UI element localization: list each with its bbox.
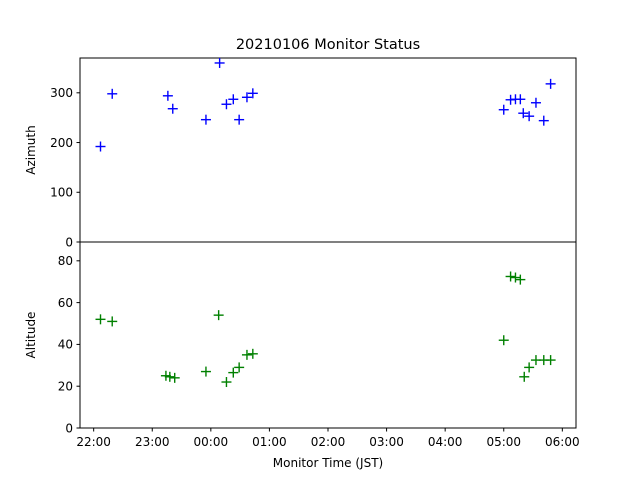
x-tick-label: 04:00 (428, 435, 463, 449)
data-point (200, 366, 211, 377)
y-axis-title: Altitude (24, 312, 38, 359)
y-tick-label: 300 (50, 86, 73, 100)
data-point (498, 335, 509, 346)
azimuth-panel: 0 100 200 300 Azimuth (24, 57, 577, 249)
x-tick-label: 01:00 (252, 435, 287, 449)
x-tick-label: 00:00 (194, 435, 229, 449)
data-point (510, 272, 521, 283)
data-point (95, 141, 106, 152)
data-point (545, 78, 556, 89)
data-point (515, 94, 526, 105)
y-tick-label: 60 (58, 296, 73, 310)
y-tick-label: 0 (65, 421, 73, 435)
data-point (524, 111, 535, 122)
plot-frame (79, 57, 577, 243)
data-point (538, 115, 549, 126)
x-tick-label: 05:00 (486, 435, 521, 449)
data-point (524, 362, 535, 373)
data-point (241, 349, 252, 360)
data-point (498, 104, 509, 115)
data-point (247, 88, 258, 99)
x-tick-label: 22:00 (76, 435, 111, 449)
data-point (247, 348, 258, 359)
data-point (169, 372, 180, 383)
data-point (234, 114, 245, 125)
data-point (221, 99, 232, 110)
plot-frame (79, 241, 577, 429)
data-point (200, 114, 211, 125)
y-tick-label: 0 (65, 235, 73, 249)
data-point (164, 371, 175, 382)
y-tick-label: 80 (58, 254, 73, 268)
data-point (167, 103, 178, 114)
data-point (519, 371, 530, 382)
y-tick-label: 200 (50, 136, 73, 150)
x-tick-label: 03:00 (369, 435, 404, 449)
y-tick-label: 40 (58, 338, 73, 352)
data-point (213, 310, 224, 321)
data-point (95, 314, 106, 325)
y-tick-label: 100 (50, 186, 73, 200)
data-point (505, 271, 516, 282)
x-tick-label: 23:00 (135, 435, 170, 449)
data-point (545, 355, 556, 366)
data-point (162, 90, 173, 101)
y-axis-title: Azimuth (24, 125, 38, 174)
y-tick-label: 20 (58, 380, 73, 394)
data-point (530, 97, 541, 108)
data-point (241, 92, 252, 103)
x-tick-label: 02:00 (311, 435, 346, 449)
x-tick-label: 06:00 (545, 435, 580, 449)
x-axis-title: Monitor Time (JST) (273, 456, 383, 470)
x-axis: 22:00 23:00 00:00 01:00 02:00 03:00 04:00 05:00… (76, 428, 580, 449)
altitude-panel: 0 20 40 60 80 Altitude (24, 241, 577, 435)
data-point (221, 377, 232, 388)
data-point (228, 367, 239, 378)
data-point (234, 362, 245, 373)
chart-title: 20210106 Monitor Status (236, 37, 420, 53)
data-point (228, 94, 239, 105)
data-point (107, 316, 118, 327)
data-point (515, 274, 526, 285)
data-point (518, 108, 529, 119)
data-point (214, 57, 225, 68)
data-point (107, 88, 118, 99)
